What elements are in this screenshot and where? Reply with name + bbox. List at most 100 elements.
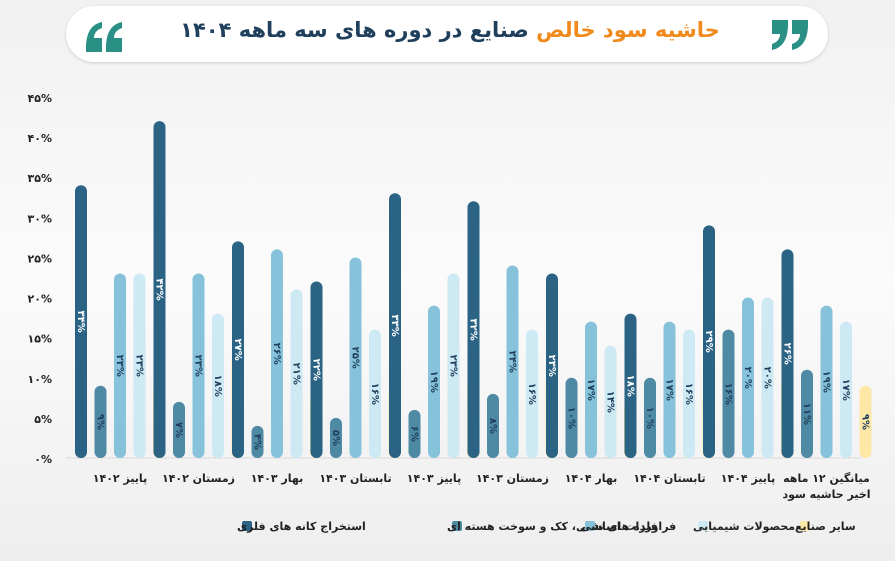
bar — [153, 121, 166, 459]
data-label: ۱۹% — [821, 371, 832, 393]
x-tick-label: پاییز ۱۴۰۳ — [407, 472, 461, 485]
y-tick-label: ۲۵% — [28, 252, 52, 265]
bar — [506, 265, 519, 458]
data-label: ۱۶% — [723, 383, 734, 405]
data-label: ۲۳% — [448, 355, 459, 377]
x-axis-labels: پاییز ۱۴۰۲ زمستان ۱۴۰۲ بهار ۱۴۰۳ تابستان ۱۴… — [93, 472, 871, 501]
data-label: ۱۶% — [526, 383, 537, 405]
bar — [114, 273, 126, 458]
data-label: ۲۷% — [232, 339, 243, 361]
y-tick-label: ۲۰% — [28, 293, 52, 306]
x-tick-label: بهار ۱۴۰۴ — [565, 472, 618, 485]
data-label: ۱۷% — [840, 379, 851, 401]
bar — [781, 249, 794, 458]
data-label: ۶% — [409, 426, 420, 442]
y-tick-label: ۳۰% — [28, 212, 52, 225]
legend-swatch — [698, 521, 708, 531]
bar — [389, 193, 401, 458]
data-label: ۱۰% — [566, 407, 577, 429]
bar — [585, 321, 597, 458]
data-label: ۳۲% — [468, 319, 479, 341]
data-label: ۱۷% — [664, 379, 675, 401]
data-label: ۹% — [860, 414, 871, 430]
bar — [75, 185, 87, 458]
legend-swatch — [585, 521, 595, 531]
y-axis: ۰% ۵% ۱۰% ۱۵% ۲۰% ۲۵% ۳۰% ۳۵% ۴۰% ۴۵% — [28, 92, 52, 466]
y-tick-label: ۳۵% — [28, 172, 52, 185]
bar — [290, 289, 303, 458]
title-main: صنایع در دوره های سه ماهه ۱۴۰۴ — [180, 18, 529, 42]
bar — [251, 425, 264, 458]
title-banner — [66, 6, 828, 62]
data-label: ۲۹% — [703, 331, 714, 353]
x-tick-label: پاییز ۱۴۰۲ — [93, 472, 147, 485]
data-label: ۲۳% — [134, 355, 145, 377]
bar — [546, 273, 558, 458]
data-label: ۲۳% — [546, 355, 557, 377]
data-label: ۲۰% — [742, 367, 753, 389]
bar — [192, 273, 205, 458]
bar — [859, 385, 872, 458]
bar — [447, 273, 460, 458]
data-label: ۵% — [330, 430, 341, 446]
data-label: ۱۸% — [212, 375, 223, 397]
bar — [173, 401, 185, 458]
data-label: ۸% — [487, 418, 498, 434]
x-tick-label: اخیر حاشیه سود — [782, 488, 870, 501]
x-tick-label: زمستان ۱۴۰۳ — [476, 472, 549, 485]
bar — [212, 313, 224, 458]
data-label: ۱۹% — [428, 371, 439, 393]
bar — [232, 241, 244, 458]
legend-label: فراورده های نفتی، کک و سوخت هسته ای — [447, 520, 676, 533]
y-tick-label: ۴۰% — [28, 132, 52, 145]
bar — [722, 329, 735, 458]
page-title: حاشیه سود خالص صنایع در دوره های سه ماهه… — [150, 18, 750, 42]
y-tick-label: ۱۵% — [28, 333, 52, 346]
data-label: ۳۳% — [389, 315, 400, 337]
legend-label: فلزات اساسی — [580, 520, 658, 533]
data-label: ۲۳% — [193, 355, 204, 377]
bar — [663, 321, 676, 458]
bar — [428, 305, 440, 458]
x-tick-label: تابستان ۱۴۰۴ — [633, 472, 705, 485]
y-tick-label: ۵% — [34, 413, 52, 426]
y-tick-label: ۰% — [34, 453, 52, 466]
data-label: ۴% — [252, 434, 263, 450]
x-tick-label: میانگین ۱۲ ماهه — [783, 472, 870, 485]
data-label: ۱۷% — [585, 379, 596, 401]
bar — [94, 385, 107, 458]
data-label: ۱۶% — [369, 383, 380, 405]
legend-label: استخراج کانه های فلزی — [237, 520, 366, 534]
bar — [271, 249, 283, 458]
data-label: ۲۲% — [311, 359, 322, 381]
y-tick-label: ۱۰% — [28, 373, 52, 386]
bar — [133, 273, 146, 458]
legend-swatch — [452, 521, 462, 531]
legend-label: سایر صنایع — [795, 520, 856, 533]
bar — [330, 417, 342, 458]
bar — [369, 329, 381, 458]
data-label: ۱۴% — [605, 391, 616, 413]
y-tick-label: ۴۵% — [28, 92, 52, 105]
bar — [565, 377, 578, 458]
quote-open-icon — [86, 22, 122, 52]
bar — [487, 393, 499, 458]
bar — [840, 321, 852, 458]
data-label: ۲۶% — [782, 343, 793, 365]
data-label: ۴۲% — [154, 278, 165, 300]
bar — [644, 377, 656, 458]
x-tick-label: پاییز ۱۴۰۴ — [721, 472, 775, 485]
legend-label: محصولات شیمیایی — [693, 520, 795, 533]
data-label: ۱۰% — [644, 407, 655, 429]
data-label: ۱۶% — [683, 383, 694, 405]
data-label: ۷% — [173, 422, 184, 438]
bar — [742, 297, 754, 458]
bar — [624, 313, 637, 458]
legend: استخراج کانه های فلزی فراورده های نفتی، ک… — [237, 520, 856, 534]
data-label: ۲۱% — [291, 363, 302, 385]
data-label: ۳۴% — [75, 311, 86, 333]
x-tick-label: تابستان ۱۴۰۳ — [319, 472, 391, 485]
bar — [408, 409, 421, 458]
data-label: ۲۵% — [350, 347, 361, 369]
